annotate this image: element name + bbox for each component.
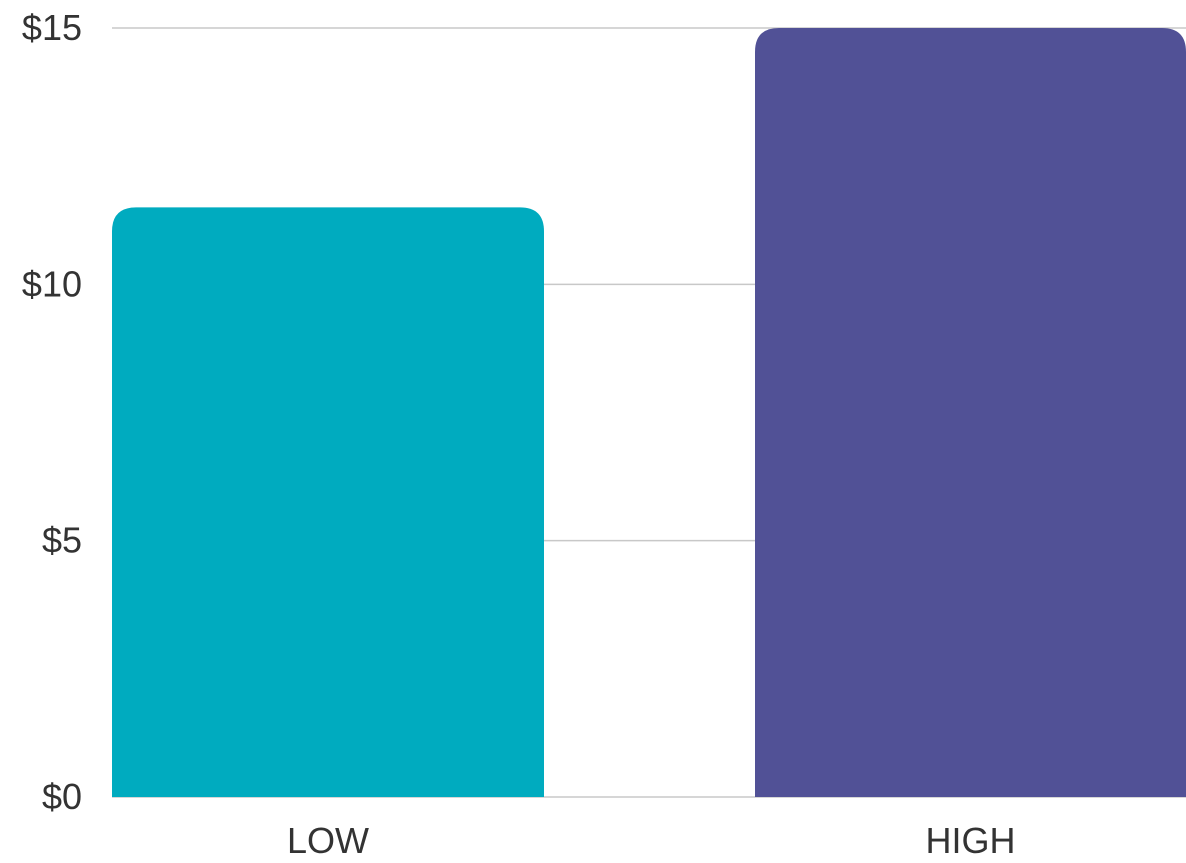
x-axis-categories: LOW HIGH — [287, 820, 1016, 861]
y-axis-ticks: $0 $5 $10 $15 — [22, 7, 82, 817]
bar-low — [112, 207, 544, 797]
bar-high — [755, 28, 1186, 797]
x-category-label: HIGH — [926, 820, 1016, 861]
y-tick-label: $0 — [42, 776, 82, 817]
y-tick-label: $15 — [22, 7, 82, 48]
y-tick-label: $10 — [22, 263, 82, 304]
x-category-label: LOW — [287, 820, 369, 861]
y-tick-label: $5 — [42, 520, 82, 561]
bars — [112, 28, 1186, 797]
